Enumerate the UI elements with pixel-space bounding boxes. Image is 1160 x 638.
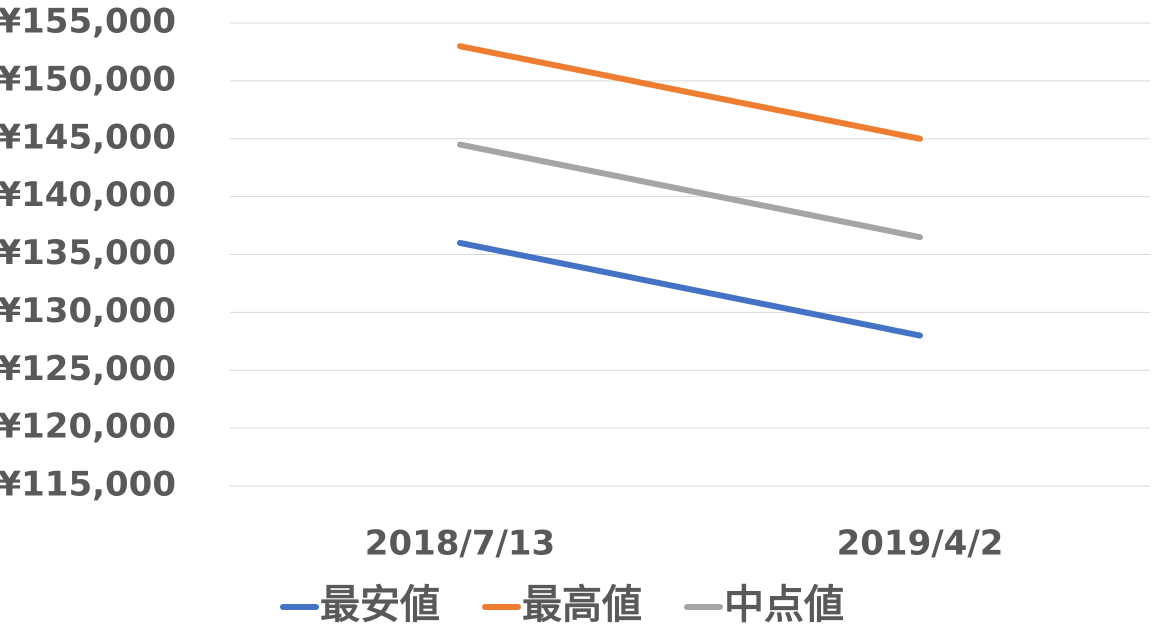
series-line [457, 43, 923, 142]
y-tick-label: ¥145,000 [0, 117, 176, 157]
series-line [457, 239, 923, 339]
x-tick-label: 2018/7/13 [365, 524, 555, 564]
y-tick-label: ¥140,000 [0, 175, 176, 215]
y-tick-label: ¥125,000 [0, 349, 176, 389]
y-tick-label: ¥155,000 [0, 2, 176, 42]
y-tick-label: ¥115,000 [0, 465, 176, 505]
y-tick-label: ¥130,000 [0, 291, 176, 331]
legend-label: 最安値 [320, 582, 440, 628]
y-tick-label: ¥150,000 [0, 59, 176, 99]
y-tick-label: ¥120,000 [0, 407, 176, 447]
legend-label: 中点値 [724, 582, 844, 628]
x-tick-label: 2019/4/2 [837, 524, 1004, 564]
y-tick-label: ¥135,000 [0, 233, 176, 273]
series-line [457, 141, 923, 241]
legend-label: 最高値 [522, 582, 642, 628]
